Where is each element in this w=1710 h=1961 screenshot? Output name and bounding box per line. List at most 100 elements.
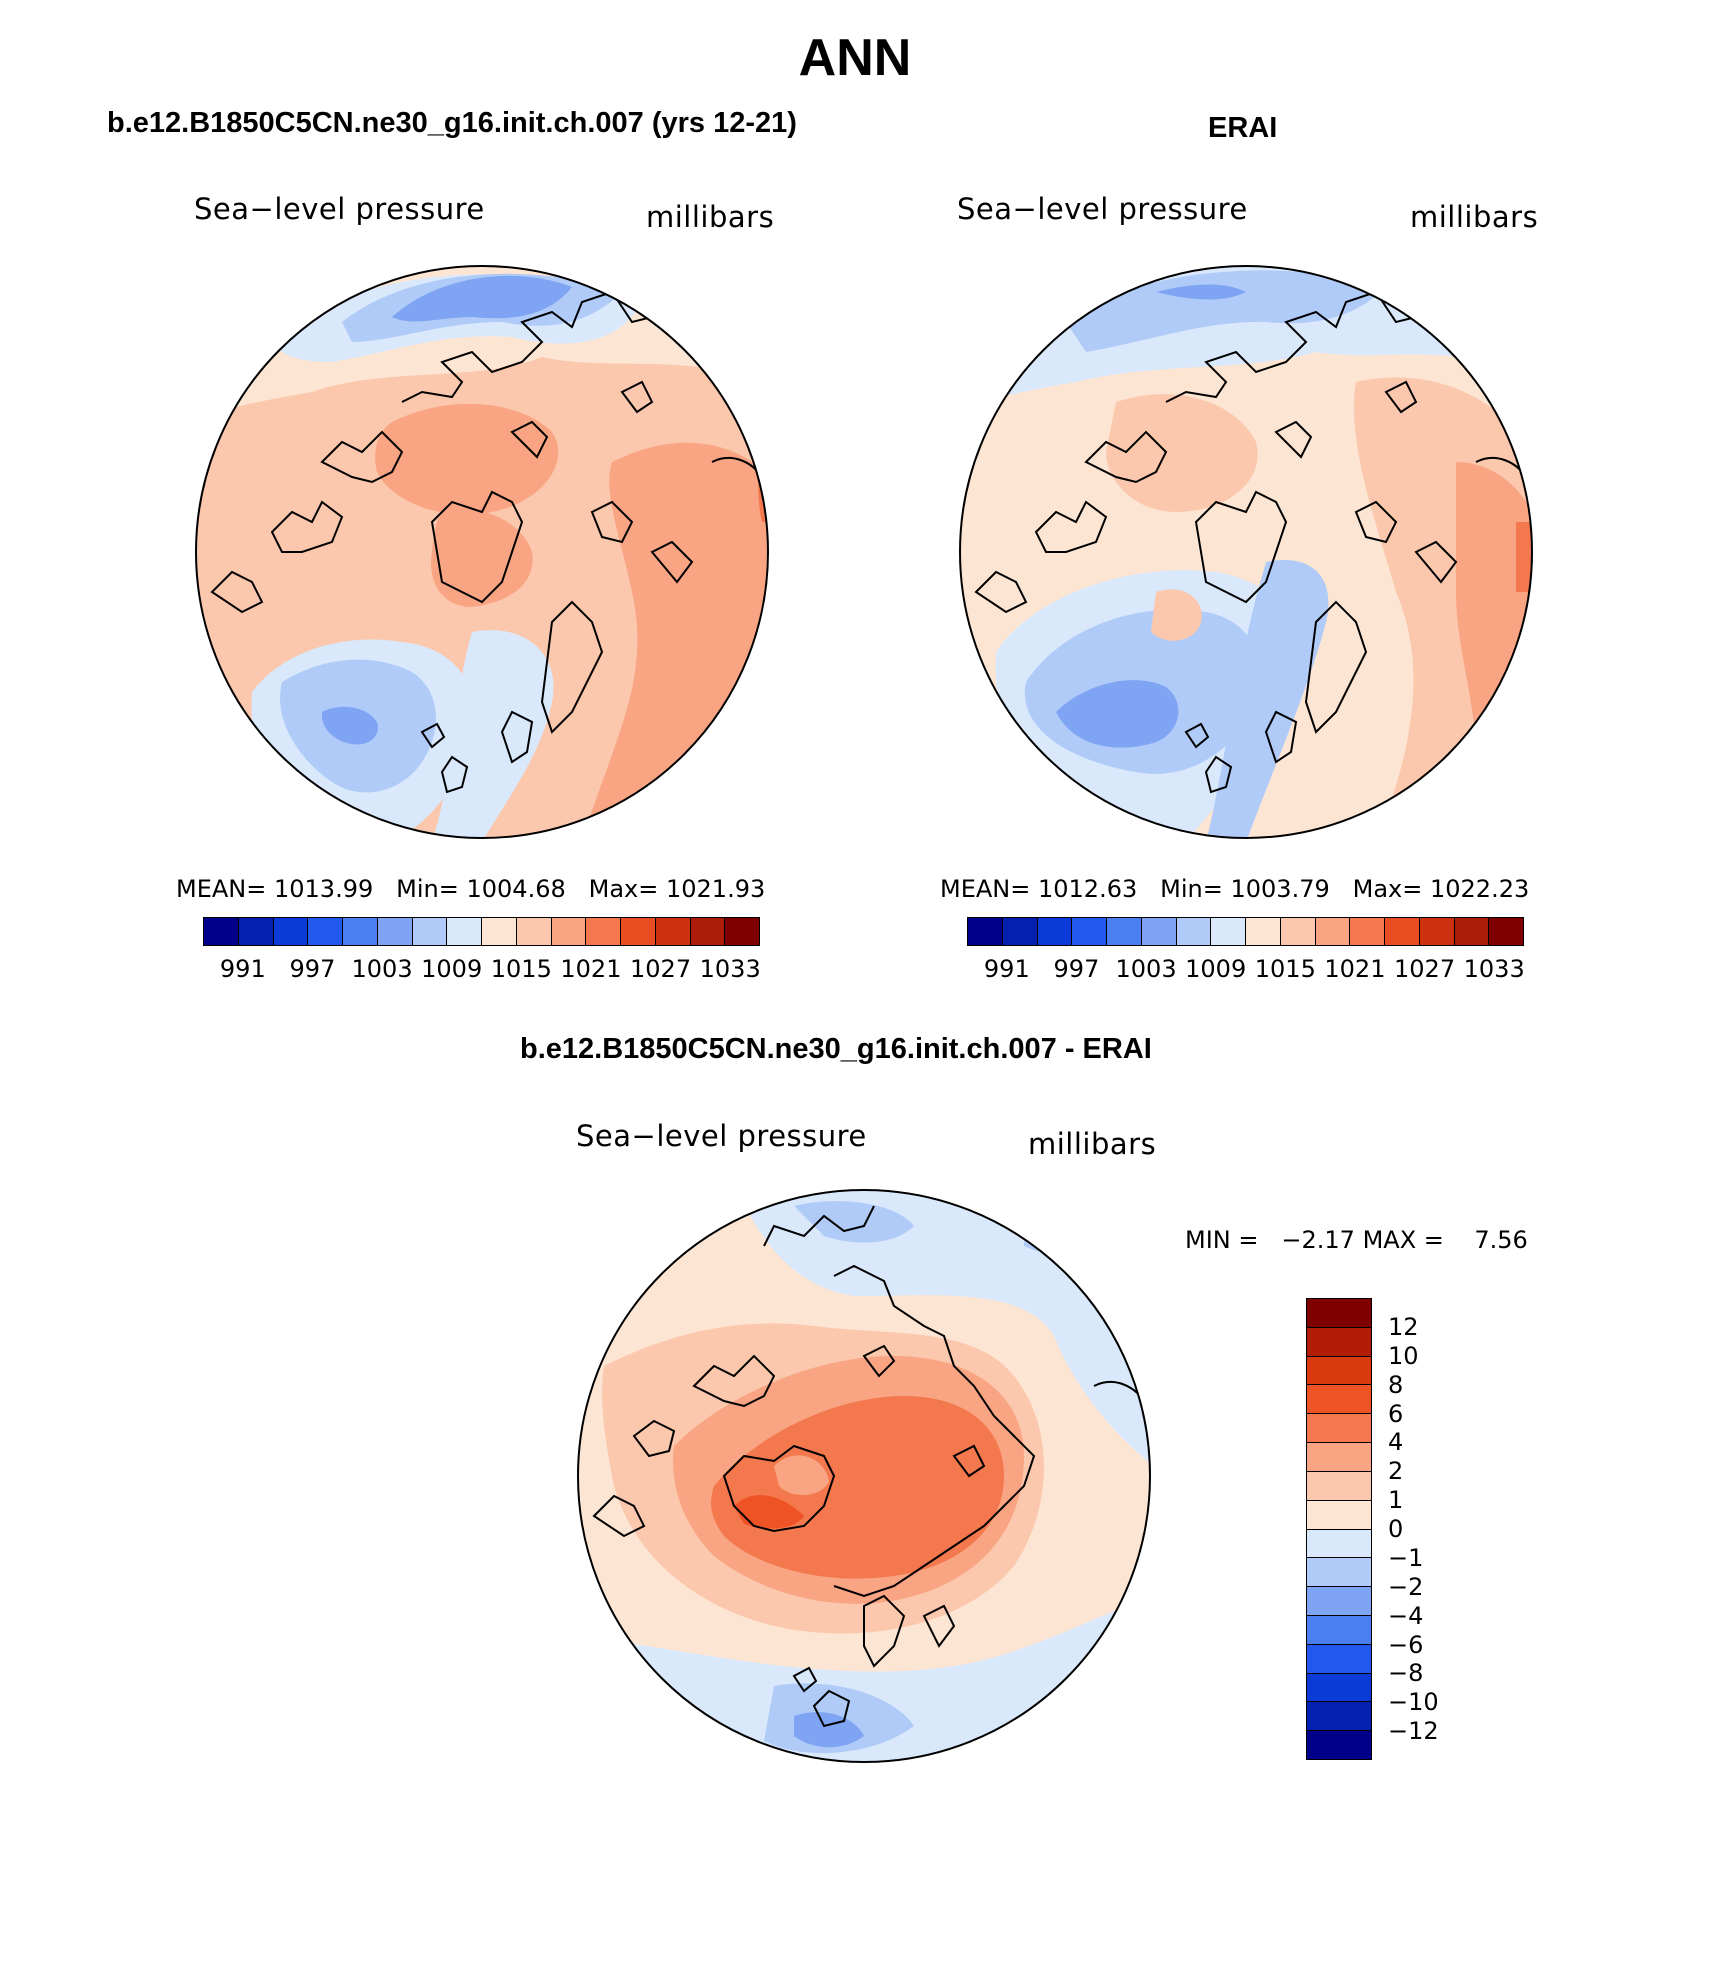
colorbar-tick-label: −4 (1388, 1601, 1424, 1630)
colorbar-swatch (1037, 918, 1073, 945)
colorbar-swatch (273, 918, 309, 945)
panel-2-units-label: millibars (1410, 200, 1539, 234)
diff-contour-neg4 (794, 1712, 864, 1748)
colorbar-tick-label: 991 (983, 955, 1030, 983)
mean-value: 1013.99 (274, 875, 374, 903)
colorbar-swatch (1307, 1558, 1371, 1588)
slp-contour-1015-arctic (1106, 394, 1258, 512)
colorbar-swatch (1280, 918, 1316, 945)
colorbar-tick-label: 997 (1053, 955, 1100, 983)
panel-1-stats: MEAN= 1013.99 Min= 1004.68 Max= 1021.93 (176, 875, 765, 903)
colorbar-tick-label: −10 (1388, 1688, 1439, 1717)
colorbar-swatch (690, 918, 726, 945)
colorbar-tick-label: −6 (1388, 1630, 1424, 1659)
colorbar-tick-label: 2 (1388, 1457, 1404, 1486)
colorbar-tick-label: −2 (1388, 1572, 1424, 1601)
panel-2-case-title: ERAI (1208, 112, 1278, 144)
diff-contour-4 (711, 1396, 1004, 1579)
max-value: 1021.93 (666, 875, 766, 903)
colorbar-swatch (1489, 918, 1523, 945)
colorbar-swatch (1419, 918, 1455, 945)
colorbar-swatch (1307, 1414, 1371, 1444)
colorbar-swatch (1307, 1731, 1371, 1759)
panel-2-colorbar-labels: 991 997 1003 1009 1015 1021 1027 1033 (972, 955, 1529, 983)
panel-3-colorbar (1306, 1298, 1372, 1760)
map-boundary (195, 265, 769, 839)
panel-1-polar-map (195, 265, 769, 839)
colorbar-swatch (1350, 918, 1385, 945)
min-value: −2.17 (1281, 1226, 1355, 1254)
panel-1-units-label: millibars (646, 200, 775, 234)
colorbar-swatch (551, 918, 587, 945)
coastlines (210, 281, 763, 794)
diff-contour-neg2-north (794, 1201, 914, 1243)
colorbar-swatch (204, 918, 239, 945)
colorbar-swatch (447, 918, 482, 945)
colorbar-swatch (1454, 918, 1490, 945)
colorbar-swatch (1307, 1356, 1371, 1386)
colorbar-swatch (725, 918, 759, 945)
colorbar-swatch (238, 918, 274, 945)
colorbar-swatch (968, 918, 1003, 945)
panel-2-variable-label: Sea−level pressure (957, 192, 1248, 226)
panel-1-variable-label: Sea−level pressure (194, 192, 485, 226)
colorbar-swatch (655, 918, 691, 945)
panel-3-polar-map (577, 1189, 1151, 1763)
colorbar-tick-label: 1 (1388, 1486, 1404, 1515)
colorbar-tick-label: 1027 (630, 955, 692, 983)
colorbar-tick-label: 1033 (699, 955, 761, 983)
colorbar-tick-label: 0 (1388, 1515, 1404, 1543)
colorbar-tick-label: 1021 (560, 955, 622, 983)
colorbar-tick-label: 1009 (421, 955, 483, 983)
panel-2-stats: MEAN= 1012.63 Min= 1003.79 Max= 1022.23 (940, 875, 1529, 903)
colorbar-swatch (1385, 918, 1420, 945)
colorbar-tick-label: 1003 (1115, 955, 1177, 983)
colorbar-swatch (1307, 1644, 1371, 1674)
slp-contour-997-iceland (321, 706, 378, 745)
colorbar-swatch (1307, 1471, 1371, 1501)
max-value: 7.56 (1474, 1226, 1528, 1254)
colorbar-swatch (1307, 1327, 1371, 1357)
figure-title: ANN (798, 29, 912, 87)
colorbar-swatch (1307, 1673, 1371, 1703)
colorbar-swatch (1307, 1529, 1371, 1559)
panel-3-variable-label: Sea−level pressure (576, 1119, 867, 1153)
panel-1-colorbar-labels: 991 997 1003 1009 1015 1021 1027 1033 (208, 955, 765, 983)
panel-2-polar-map (959, 265, 1533, 839)
coastlines (592, 1204, 1145, 1728)
diff-contour-6 (734, 1495, 804, 1529)
slp-contour-997-iceland (1056, 680, 1179, 748)
colorbar-swatch (1307, 1299, 1371, 1328)
map-boundary (959, 265, 1533, 839)
colorbar-swatch (1315, 918, 1351, 945)
colorbar-tick-label: −1 (1388, 1543, 1424, 1572)
colorbar-tick-label: 1033 (1463, 955, 1525, 983)
min-value: 1003.79 (1230, 875, 1330, 903)
panel-1-case-title: b.e12.B1850C5CN.ne30_g16.init.ch.007 (yr… (107, 107, 797, 139)
colorbar-swatch (1307, 1615, 1371, 1645)
colorbar-tick-label: 1015 (490, 955, 552, 983)
min-label: MIN = (1185, 1226, 1259, 1254)
panel-3-units-label: millibars (1028, 1127, 1157, 1161)
max-label: MAX = (1362, 1226, 1444, 1254)
map-boundary (577, 1189, 1151, 1763)
colorbar-tick-label: 1021 (1324, 955, 1386, 983)
min-value: 1004.68 (466, 875, 566, 903)
colorbar-tick-label: 8 (1388, 1370, 1404, 1399)
colorbar-tick-label: 10 (1388, 1341, 1419, 1370)
colorbar-swatch (343, 918, 378, 945)
diff-contour-neg2-east (1024, 1222, 1094, 1254)
colorbar-tick-label: −12 (1388, 1717, 1439, 1746)
slp-contour-1003 (1066, 270, 1386, 352)
colorbar-swatch (1307, 1587, 1371, 1616)
colorbar-swatch (1141, 918, 1177, 945)
colorbar-swatch (308, 918, 343, 945)
colorbar-tick-label: 4 (1388, 1428, 1404, 1457)
colorbar-swatch (1307, 1702, 1371, 1732)
colorbar-swatch (377, 918, 413, 945)
colorbar-swatch (1307, 1385, 1371, 1415)
slp-contour-1027 (1516, 522, 1532, 592)
min-label: Min= (1160, 875, 1223, 903)
max-label: Max= (588, 875, 659, 903)
colorbar-swatch (1002, 918, 1038, 945)
